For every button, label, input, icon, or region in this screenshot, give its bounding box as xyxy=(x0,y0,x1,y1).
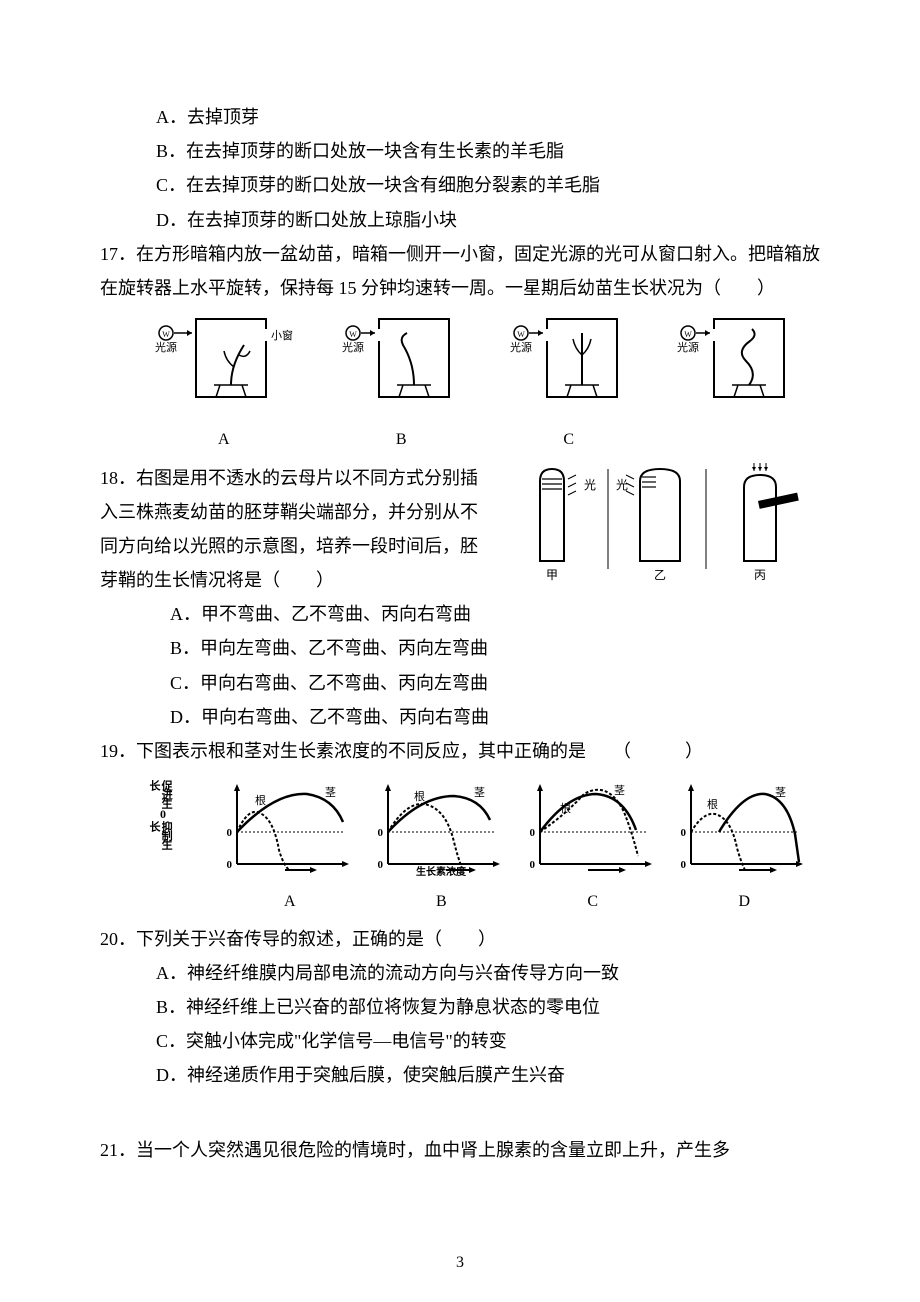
svg-text:光: 光 xyxy=(754,461,766,462)
page-number: 3 xyxy=(0,1248,920,1278)
q19-fig-d: 0 0 根 茎 D xyxy=(679,782,809,917)
svg-text:0: 0 xyxy=(681,859,687,871)
q16-opt-d: D．在去掉顶芽的断口处放上琼脂小块 xyxy=(100,203,820,237)
q18-figure: 光 甲 光 乙 光 xyxy=(520,461,820,591)
svg-text:根: 根 xyxy=(255,793,266,807)
q16-opt-c: C．在去掉顶芽的断口处放一块含有细胞分裂素的羊毛脂 xyxy=(100,168,820,202)
svg-text:0: 0 xyxy=(529,859,535,871)
svg-text:0: 0 xyxy=(529,827,535,839)
q16-opt-a: A．去掉顶芽 xyxy=(100,100,820,134)
q19-fig-b: 0 0 根 茎 生长素浓度 B xyxy=(376,782,506,917)
svg-text:W: W xyxy=(517,330,525,339)
q17-label-b: B xyxy=(396,425,407,455)
q18-opt-a: A．甲不弯曲、乙不弯曲、丙向右弯曲 xyxy=(100,597,820,631)
q16-opt-b: B．在去掉顶芽的断口处放一块含有生长素的羊毛脂 xyxy=(100,134,820,168)
q19-label-a: A xyxy=(284,887,296,917)
svg-text:0: 0 xyxy=(226,859,232,871)
q17-fig-a: W 光源 小窗 A xyxy=(154,315,294,455)
svg-text:光源: 光源 xyxy=(155,340,177,354)
svg-text:W: W xyxy=(162,330,170,339)
svg-text:乙: 乙 xyxy=(654,568,666,582)
q21-text: 21．当一个人突然遇见很危险的情境时，血中肾上腺素的含量立即上升，产生多 xyxy=(100,1133,820,1167)
q19-label-c: C xyxy=(587,887,598,917)
q18-l3: 同方向给以光照的示意图，培养一段时间后，胚 xyxy=(100,529,508,563)
q19-fig-c: 0 0 根 茎 C xyxy=(528,782,658,917)
svg-text:W: W xyxy=(349,330,357,339)
svg-text:根: 根 xyxy=(707,797,718,811)
q20-text: 20．下列关于兴奋传导的叙述，正确的是（ ） xyxy=(100,922,820,956)
svg-text:小窗: 小窗 xyxy=(271,328,293,342)
svg-text:丙: 丙 xyxy=(754,568,766,582)
q17-label-a: A xyxy=(218,425,230,455)
svg-text:光源: 光源 xyxy=(677,340,699,354)
q18-opt-c: C．甲向右弯曲、乙不弯曲、丙向左弯曲 xyxy=(100,666,820,700)
q20-opt-a: A．神经纤维膜内局部电流的流动方向与兴奋传导方向一致 xyxy=(100,956,820,990)
q17-fig-c: W 光源 C xyxy=(509,315,629,455)
q17-label-c: C xyxy=(563,425,574,455)
q17-fig-d: W 光源 xyxy=(676,315,796,455)
svg-text:茎: 茎 xyxy=(474,786,485,799)
svg-text:0: 0 xyxy=(226,827,232,839)
q17-text: 17．在方形暗箱内放一盆幼苗，暗箱一侧开一小窗，固定光源的光可从窗口射入。把暗箱… xyxy=(100,237,820,305)
q19-label-d: D xyxy=(738,887,750,917)
q20-opt-d: D．神经递质作用于突触后膜，使突触后膜产生兴奋 xyxy=(100,1058,820,1092)
svg-text:光源: 光源 xyxy=(342,340,364,354)
svg-text:0: 0 xyxy=(378,827,384,839)
svg-text:茎: 茎 xyxy=(325,786,336,799)
svg-text:0: 0 xyxy=(378,859,384,871)
svg-text:茎: 茎 xyxy=(775,786,786,799)
q18-l2: 入三株燕麦幼苗的胚芽鞘尖端部分，并分别从不 xyxy=(100,495,508,529)
q17-fig-b: W 光源 B xyxy=(341,315,461,455)
svg-text:光: 光 xyxy=(616,478,628,492)
q17-figures: W 光源 小窗 A W 光源 xyxy=(130,315,820,455)
svg-text:0: 0 xyxy=(681,827,687,839)
q18-opt-d: D．甲向右弯曲、乙不弯曲、丙向右弯曲 xyxy=(100,700,820,734)
q19-label-b: B xyxy=(436,887,447,917)
q18-opt-b: B．甲向左弯曲、乙不弯曲、丙向左弯曲 xyxy=(100,631,820,665)
q19-fig-a: 0 0 根 茎 A xyxy=(225,782,355,917)
svg-text:根: 根 xyxy=(414,789,425,803)
q20-opt-b: B．神经纤维上已兴奋的部位将恢复为静息状态的零电位 xyxy=(100,990,820,1024)
q18-l1: 18．右图是用不透水的云母片以不同方式分别插 xyxy=(100,461,508,495)
q20-opt-c: C．突触小体完成"化学信号—电信号"的转变 xyxy=(100,1024,820,1058)
svg-text:光: 光 xyxy=(584,478,596,492)
q19-text: 19．下图表示根和茎对生长素浓度的不同反应，其中正确的是 （ ） xyxy=(100,734,820,768)
svg-text:甲: 甲 xyxy=(546,568,558,582)
svg-text:茎: 茎 xyxy=(614,784,625,797)
svg-text:W: W xyxy=(684,330,692,339)
svg-text:光源: 光源 xyxy=(510,340,532,354)
q19-ylabels: 促进生长 0 抑制生长 xyxy=(160,774,174,864)
q18-l4: 芽鞘的生长情况将是（ ） xyxy=(100,563,508,597)
